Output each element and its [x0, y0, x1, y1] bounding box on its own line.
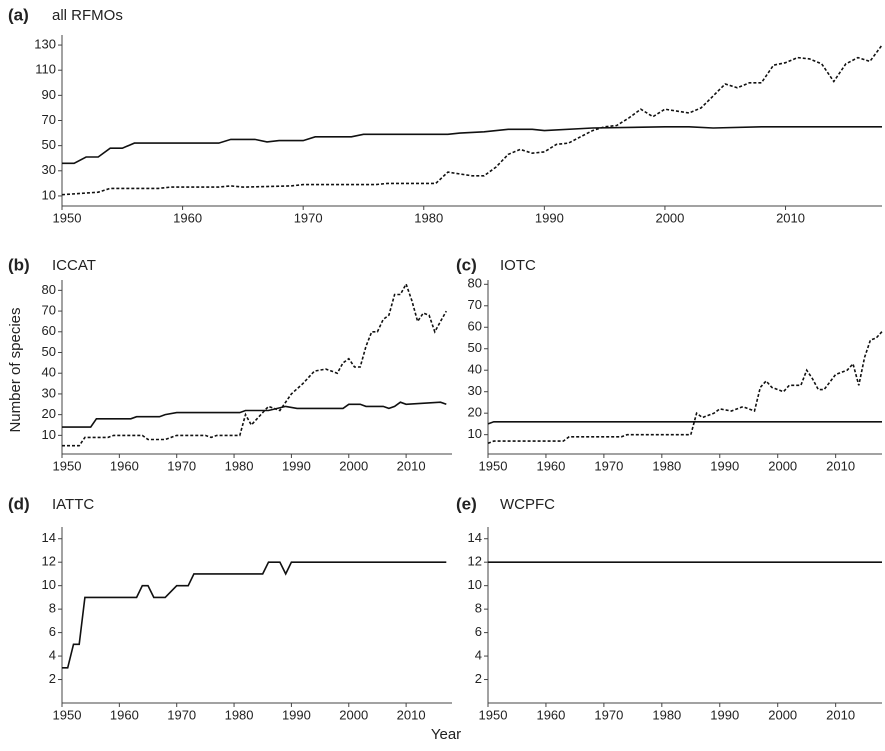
x-tick-label: 1950 — [53, 210, 82, 225]
x-tick-label: 1990 — [282, 458, 311, 473]
x-axis-label: Year — [431, 726, 461, 743]
x-tick-label: 1970 — [167, 707, 196, 722]
panel-label: (d) — [8, 494, 30, 513]
y-tick-label: 80 — [468, 276, 482, 291]
x-tick-label: 1950 — [479, 458, 508, 473]
x-tick-label: 2000 — [655, 210, 684, 225]
x-tick-label: 1990 — [535, 210, 564, 225]
x-tick-label: 1950 — [53, 707, 82, 722]
series-line — [487, 421, 882, 425]
x-tick-label: 1960 — [110, 458, 139, 473]
y-tick-label: 30 — [42, 385, 56, 400]
panel-title: IOTC — [500, 257, 536, 274]
y-tick-label: 8 — [475, 601, 482, 616]
x-tick-label: 1960 — [536, 707, 565, 722]
y-tick-label: 50 — [42, 344, 56, 359]
x-tick-label: 2010 — [776, 210, 805, 225]
x-tick-label: 1960 — [110, 707, 139, 722]
y-tick-label: 30 — [468, 383, 482, 398]
panel-label: (b) — [8, 255, 30, 274]
x-tick-label: 2010 — [826, 458, 855, 473]
y-tick-label: 40 — [42, 365, 56, 380]
x-tick-label: 1990 — [710, 707, 739, 722]
x-tick-label: 1980 — [414, 210, 443, 225]
x-tick-label: 1970 — [594, 458, 623, 473]
x-tick-label: 1980 — [225, 707, 254, 722]
y-axis-label: Number of species — [7, 307, 24, 432]
panel-label: (c) — [456, 255, 477, 274]
panel-label: (e) — [456, 494, 477, 513]
y-tick-label: 110 — [35, 62, 56, 77]
y-tick-label: 4 — [475, 648, 482, 663]
y-tick-label: 14 — [42, 530, 56, 545]
x-tick-label: 1970 — [167, 458, 196, 473]
panel-title: IATTC — [52, 496, 94, 513]
x-tick-label: 2000 — [339, 707, 368, 722]
x-tick-label: 2000 — [768, 707, 797, 722]
series-line — [61, 44, 883, 196]
y-tick-label: 12 — [42, 554, 56, 569]
y-tick-label: 10 — [42, 427, 56, 442]
x-tick-label: 2010 — [826, 707, 855, 722]
y-tick-label: 2 — [475, 671, 482, 686]
x-tick-label: 2010 — [397, 707, 426, 722]
x-tick-label: 1990 — [282, 707, 311, 722]
x-tick-label: 1990 — [710, 458, 739, 473]
y-tick-label: 6 — [475, 624, 482, 639]
y-tick-label: 12 — [468, 554, 482, 569]
y-tick-label: 60 — [42, 323, 56, 338]
y-tick-label: 4 — [49, 648, 56, 663]
y-tick-label: 70 — [468, 297, 482, 312]
x-tick-label: 2000 — [339, 458, 368, 473]
x-tick-label: 1960 — [536, 458, 565, 473]
y-tick-label: 60 — [468, 319, 482, 334]
y-tick-label: 2 — [49, 671, 56, 686]
series-line — [62, 401, 447, 428]
panel-label: (a) — [8, 5, 29, 24]
y-tick-label: 70 — [42, 303, 56, 318]
panel-title: WCPFC — [500, 496, 555, 513]
y-tick-label: 20 — [42, 406, 56, 421]
y-tick-label: 10 — [42, 577, 56, 592]
y-tick-label: 50 — [468, 340, 482, 355]
y-tick-label: 30 — [42, 162, 56, 177]
series-line — [62, 126, 882, 165]
y-tick-label: 10 — [42, 187, 56, 202]
panel-title: ICCAT — [52, 257, 96, 274]
y-tick-label: 8 — [49, 601, 56, 616]
x-tick-label: 2000 — [768, 458, 797, 473]
series-line — [487, 331, 883, 445]
x-tick-label: 2010 — [397, 458, 426, 473]
panel-title: all RFMOs — [52, 7, 123, 24]
y-tick-label: 20 — [468, 405, 482, 420]
y-tick-label: 50 — [42, 137, 56, 152]
y-tick-label: 14 — [468, 530, 482, 545]
x-tick-label: 1960 — [173, 210, 202, 225]
x-tick-label: 1980 — [652, 458, 681, 473]
x-tick-label: 1950 — [479, 707, 508, 722]
x-tick-label: 1950 — [53, 458, 82, 473]
y-tick-label: 10 — [468, 426, 482, 441]
y-tick-label: 6 — [49, 624, 56, 639]
x-tick-label: 1980 — [652, 707, 681, 722]
y-tick-label: 10 — [468, 577, 482, 592]
x-tick-label: 1980 — [225, 458, 254, 473]
y-tick-label: 90 — [42, 87, 56, 102]
y-tick-label: 130 — [34, 36, 56, 51]
x-tick-label: 1970 — [294, 210, 323, 225]
y-tick-label: 70 — [42, 112, 56, 127]
y-tick-label: 80 — [42, 282, 56, 297]
series-line — [62, 561, 447, 669]
x-tick-label: 1970 — [594, 707, 623, 722]
y-tick-label: 40 — [468, 362, 482, 377]
series-line — [62, 282, 447, 447]
